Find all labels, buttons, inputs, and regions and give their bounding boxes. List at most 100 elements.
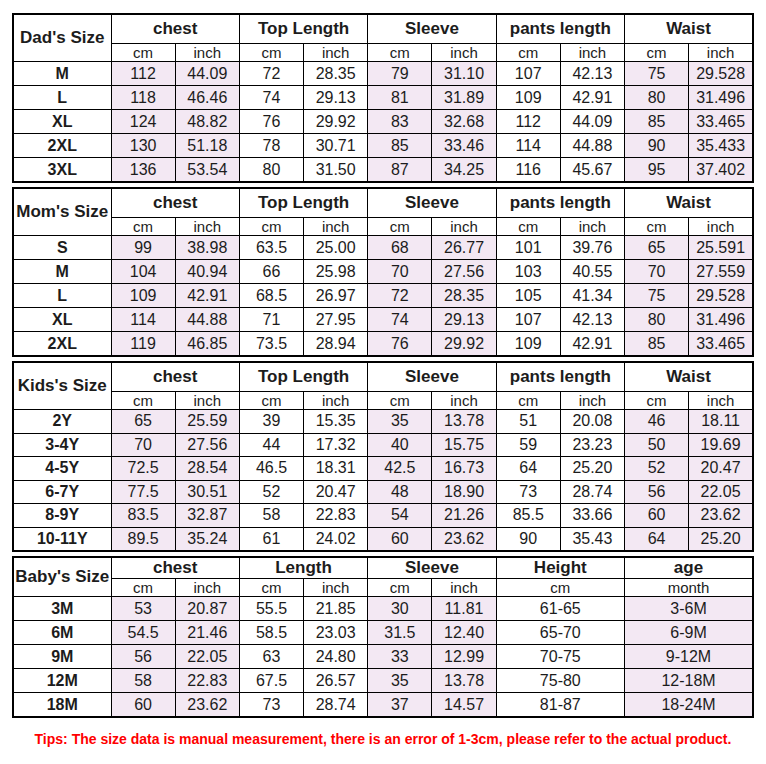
- unit-header: inch: [432, 579, 496, 597]
- value-cell: 25.591: [689, 236, 753, 260]
- value-cell: 52: [625, 457, 689, 481]
- value-cell: 22.05: [689, 480, 753, 504]
- section-label: Dad's Size: [13, 14, 111, 62]
- value-cell: 74: [239, 86, 303, 110]
- column-group-header: Sleeve: [368, 362, 496, 392]
- size-cell: 2XL: [13, 134, 111, 158]
- unit-header: inch: [175, 579, 239, 597]
- size-cell: 10-11Y: [13, 527, 111, 551]
- value-cell: 37: [368, 693, 432, 718]
- size-table-2: Kids's SizechestTop LengthSleevepants le…: [12, 361, 754, 552]
- value-cell: 33: [368, 645, 432, 669]
- value-cell: 81: [368, 86, 432, 110]
- table-row: 9M5622.056324.803312.9970-759-12M: [13, 645, 753, 669]
- size-cell: 2XL: [13, 332, 111, 357]
- table-row: M10440.946625.987027.5610340.557027.559: [13, 260, 753, 284]
- value-cell: 83.5: [111, 504, 175, 528]
- value-cell: 116: [496, 158, 560, 183]
- unit-header: inch: [432, 392, 496, 410]
- value-cell: 25.59: [175, 410, 239, 434]
- value-cell: 56: [111, 645, 175, 669]
- unit-header: inch: [175, 392, 239, 410]
- unit-header: inch: [175, 218, 239, 236]
- size-cell: 3XL: [13, 158, 111, 183]
- value-cell: 31.50: [304, 158, 368, 183]
- value-cell: 44.88: [560, 134, 624, 158]
- unit-header: inch: [304, 218, 368, 236]
- value-cell: 23.62: [689, 504, 753, 528]
- value-cell: 130: [111, 134, 175, 158]
- value-cell: 64: [496, 457, 560, 481]
- value-cell: 29.13: [304, 86, 368, 110]
- unit-header: cm: [496, 218, 560, 236]
- unit-header: inch: [432, 44, 496, 62]
- unit-header: inch: [689, 218, 753, 236]
- value-cell: 104: [111, 260, 175, 284]
- value-cell: 15.35: [304, 410, 368, 434]
- unit-header: cm: [111, 44, 175, 62]
- value-cell: 31.496: [689, 86, 753, 110]
- size-cell: XL: [13, 110, 111, 134]
- column-group-header: Waist: [625, 188, 754, 218]
- size-cell: L: [13, 284, 111, 308]
- table-row: M11244.097228.357931.1010742.137529.528: [13, 62, 753, 86]
- size-cell: 18M: [13, 693, 111, 718]
- value-cell: 14.57: [432, 693, 496, 718]
- size-cell: S: [13, 236, 111, 260]
- unit-header: cm: [625, 218, 689, 236]
- value-cell: 112: [111, 62, 175, 86]
- unit-header-row: cminchcminchcminchcminchcminch: [13, 218, 753, 236]
- group-header-row: Kids's SizechestTop LengthSleevepants le…: [13, 362, 753, 392]
- column-group-header: pants length: [496, 14, 624, 44]
- value-cell: 27.559: [689, 260, 753, 284]
- section-label: Mom's Size: [13, 188, 111, 236]
- value-cell: 29.92: [432, 332, 496, 357]
- table-row: XL11444.887127.957429.1310742.138031.496: [13, 308, 753, 332]
- value-cell: 27.95: [304, 308, 368, 332]
- column-group-header: Top Length: [239, 14, 367, 44]
- value-cell: 45.67: [560, 158, 624, 183]
- value-cell: 65: [625, 236, 689, 260]
- tips-note: Tips: The size data is manual measuremen…: [12, 731, 754, 747]
- value-cell: 67.5: [239, 669, 303, 693]
- value-cell: 53.54: [175, 158, 239, 183]
- value-cell: 26.77: [432, 236, 496, 260]
- value-cell: 73.5: [239, 332, 303, 357]
- value-cell: 58: [111, 669, 175, 693]
- value-cell: 34.25: [432, 158, 496, 183]
- value-cell: 39.76: [560, 236, 624, 260]
- value-cell: 75: [625, 62, 689, 86]
- size-cell: 12M: [13, 669, 111, 693]
- value-cell: 12.40: [432, 621, 496, 645]
- value-cell: 32.87: [175, 504, 239, 528]
- value-cell: 42.91: [175, 284, 239, 308]
- unit-header: cm: [496, 392, 560, 410]
- value-cell: 80: [239, 158, 303, 183]
- unit-header-row: cminchcminchcminchcmmonth: [13, 579, 753, 597]
- value-cell: 17.32: [304, 433, 368, 457]
- value-cell: 78: [239, 134, 303, 158]
- value-cell: 124: [111, 110, 175, 134]
- value-cell: 21.26: [432, 504, 496, 528]
- value-cell: 26.97: [304, 284, 368, 308]
- size-cell: M: [13, 260, 111, 284]
- unit-header: cm: [625, 44, 689, 62]
- size-table-1: Mom's SizechestTop LengthSleevepants len…: [12, 187, 754, 357]
- table-row: 3XL13653.548031.508734.2511645.679537.40…: [13, 158, 753, 183]
- unit-header: cm: [368, 579, 432, 597]
- column-group-header: Sleeve: [368, 14, 496, 44]
- value-cell: 44.88: [175, 308, 239, 332]
- unit-header: cm: [625, 392, 689, 410]
- section-label: Baby's Size: [13, 557, 111, 597]
- table-row: 3-4Y7027.564417.324015.755923.235019.69: [13, 433, 753, 457]
- value-cell: 33.465: [689, 332, 753, 357]
- size-cell: M: [13, 62, 111, 86]
- value-cell: 55.5: [239, 597, 303, 621]
- value-cell: 79: [368, 62, 432, 86]
- value-cell: 44.09: [560, 110, 624, 134]
- value-cell: 38.98: [175, 236, 239, 260]
- value-cell: 80: [625, 308, 689, 332]
- value-cell: 68: [368, 236, 432, 260]
- size-cell: 6M: [13, 621, 111, 645]
- value-cell: 35: [368, 410, 432, 434]
